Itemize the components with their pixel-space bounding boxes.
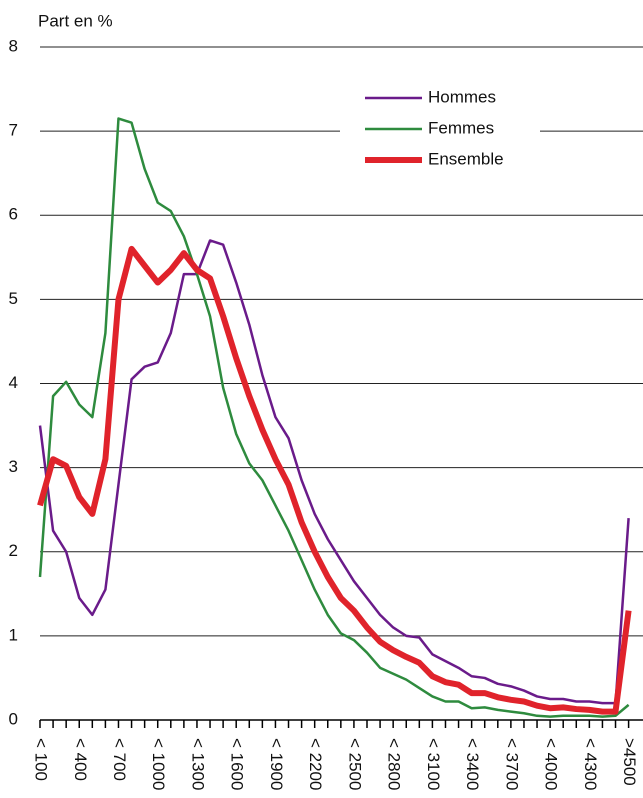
series-line — [38, 117, 630, 718]
x-tick-label: < 2500 — [345, 738, 364, 790]
x-tick-label: >4500 — [620, 738, 639, 786]
legend-label: Femmes — [428, 118, 494, 137]
x-tick-label: < 100 — [32, 738, 51, 781]
y-tick-label: 3 — [9, 457, 18, 476]
y-tick-label: 1 — [9, 625, 18, 644]
x-tick-label: < 3700 — [502, 738, 521, 790]
x-tick-label: < 3400 — [463, 738, 482, 790]
x-tick-label: < 3100 — [424, 738, 443, 790]
x-tick-label: < 400 — [71, 738, 90, 781]
y-tick-label: 2 — [9, 541, 18, 560]
series-line — [38, 239, 630, 705]
y-tick-label: 8 — [9, 36, 18, 55]
y-axis-label: Part en % — [38, 11, 113, 30]
x-tick-label: < 1300 — [188, 738, 207, 790]
x-tick-label: < 2200 — [306, 738, 325, 790]
y-tick-label: 6 — [9, 205, 18, 224]
x-tick-label: < 4300 — [581, 738, 600, 790]
x-tick-label: < 4000 — [542, 738, 561, 790]
legend-label: Hommes — [428, 87, 496, 106]
series-line — [37, 245, 632, 715]
x-tick-label: < 1600 — [228, 738, 247, 790]
x-tick-label: < 2800 — [385, 738, 404, 790]
legend-label: Ensemble — [428, 149, 504, 168]
x-tick-label: < 1900 — [267, 738, 286, 790]
y-tick-label: 5 — [9, 289, 18, 308]
y-tick-label: 0 — [9, 709, 18, 728]
x-tick-label: < 700 — [110, 738, 129, 781]
y-tick-label: 7 — [9, 121, 18, 140]
x-tick-label: < 1000 — [149, 738, 168, 790]
y-tick-label: 4 — [9, 373, 18, 392]
